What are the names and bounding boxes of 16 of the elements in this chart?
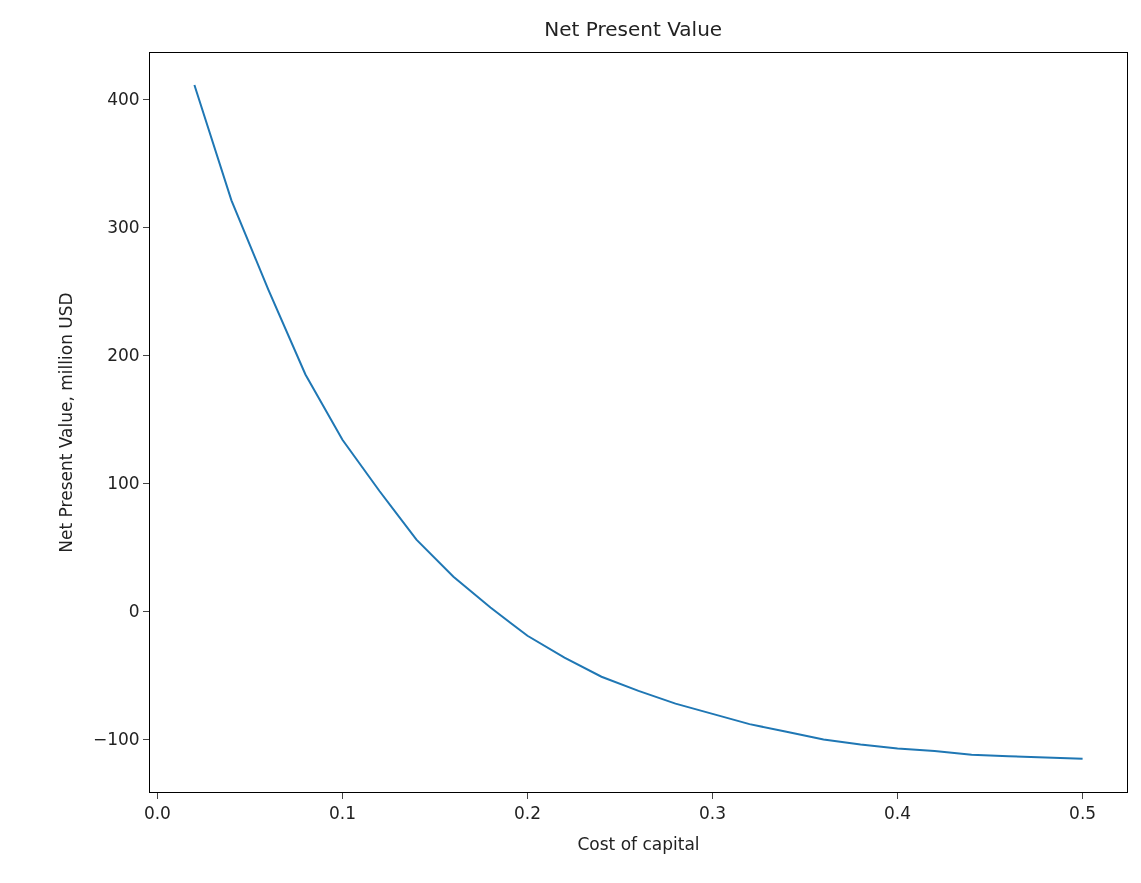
x-tick-label: 0.1 <box>328 803 356 824</box>
chart-title: Net Present Value <box>544 17 723 42</box>
x-tick-label: 0.0 <box>143 803 171 824</box>
y-tick-label: 100 <box>107 473 140 494</box>
x-tick-label: 0.3 <box>699 803 727 824</box>
x-tick-label: 0.5 <box>1069 803 1097 824</box>
line-series <box>193 84 1084 760</box>
y-tick-label: 200 <box>107 345 140 366</box>
y-tick-label: 400 <box>107 89 140 110</box>
y-tick-label: −100 <box>92 729 140 750</box>
x-tick-label: 0.2 <box>513 803 541 824</box>
x-tick-label: 0.4 <box>884 803 912 824</box>
y-tick-label: 300 <box>107 217 140 238</box>
y-axis-title: Net Present Value, million USD <box>56 292 77 553</box>
x-axis-title: Cost of capital <box>577 833 700 854</box>
y-tick-label: 0 <box>128 601 140 622</box>
